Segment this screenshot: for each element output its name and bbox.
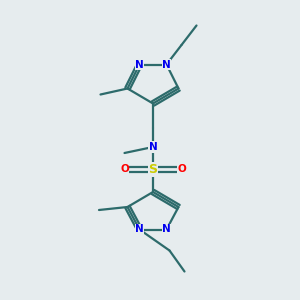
Text: N: N <box>135 59 144 70</box>
Text: S: S <box>148 163 158 176</box>
Text: O: O <box>177 164 186 175</box>
Text: N: N <box>135 224 144 235</box>
Text: N: N <box>162 59 171 70</box>
Text: N: N <box>148 142 158 152</box>
Text: N: N <box>162 224 171 235</box>
Text: O: O <box>120 164 129 175</box>
